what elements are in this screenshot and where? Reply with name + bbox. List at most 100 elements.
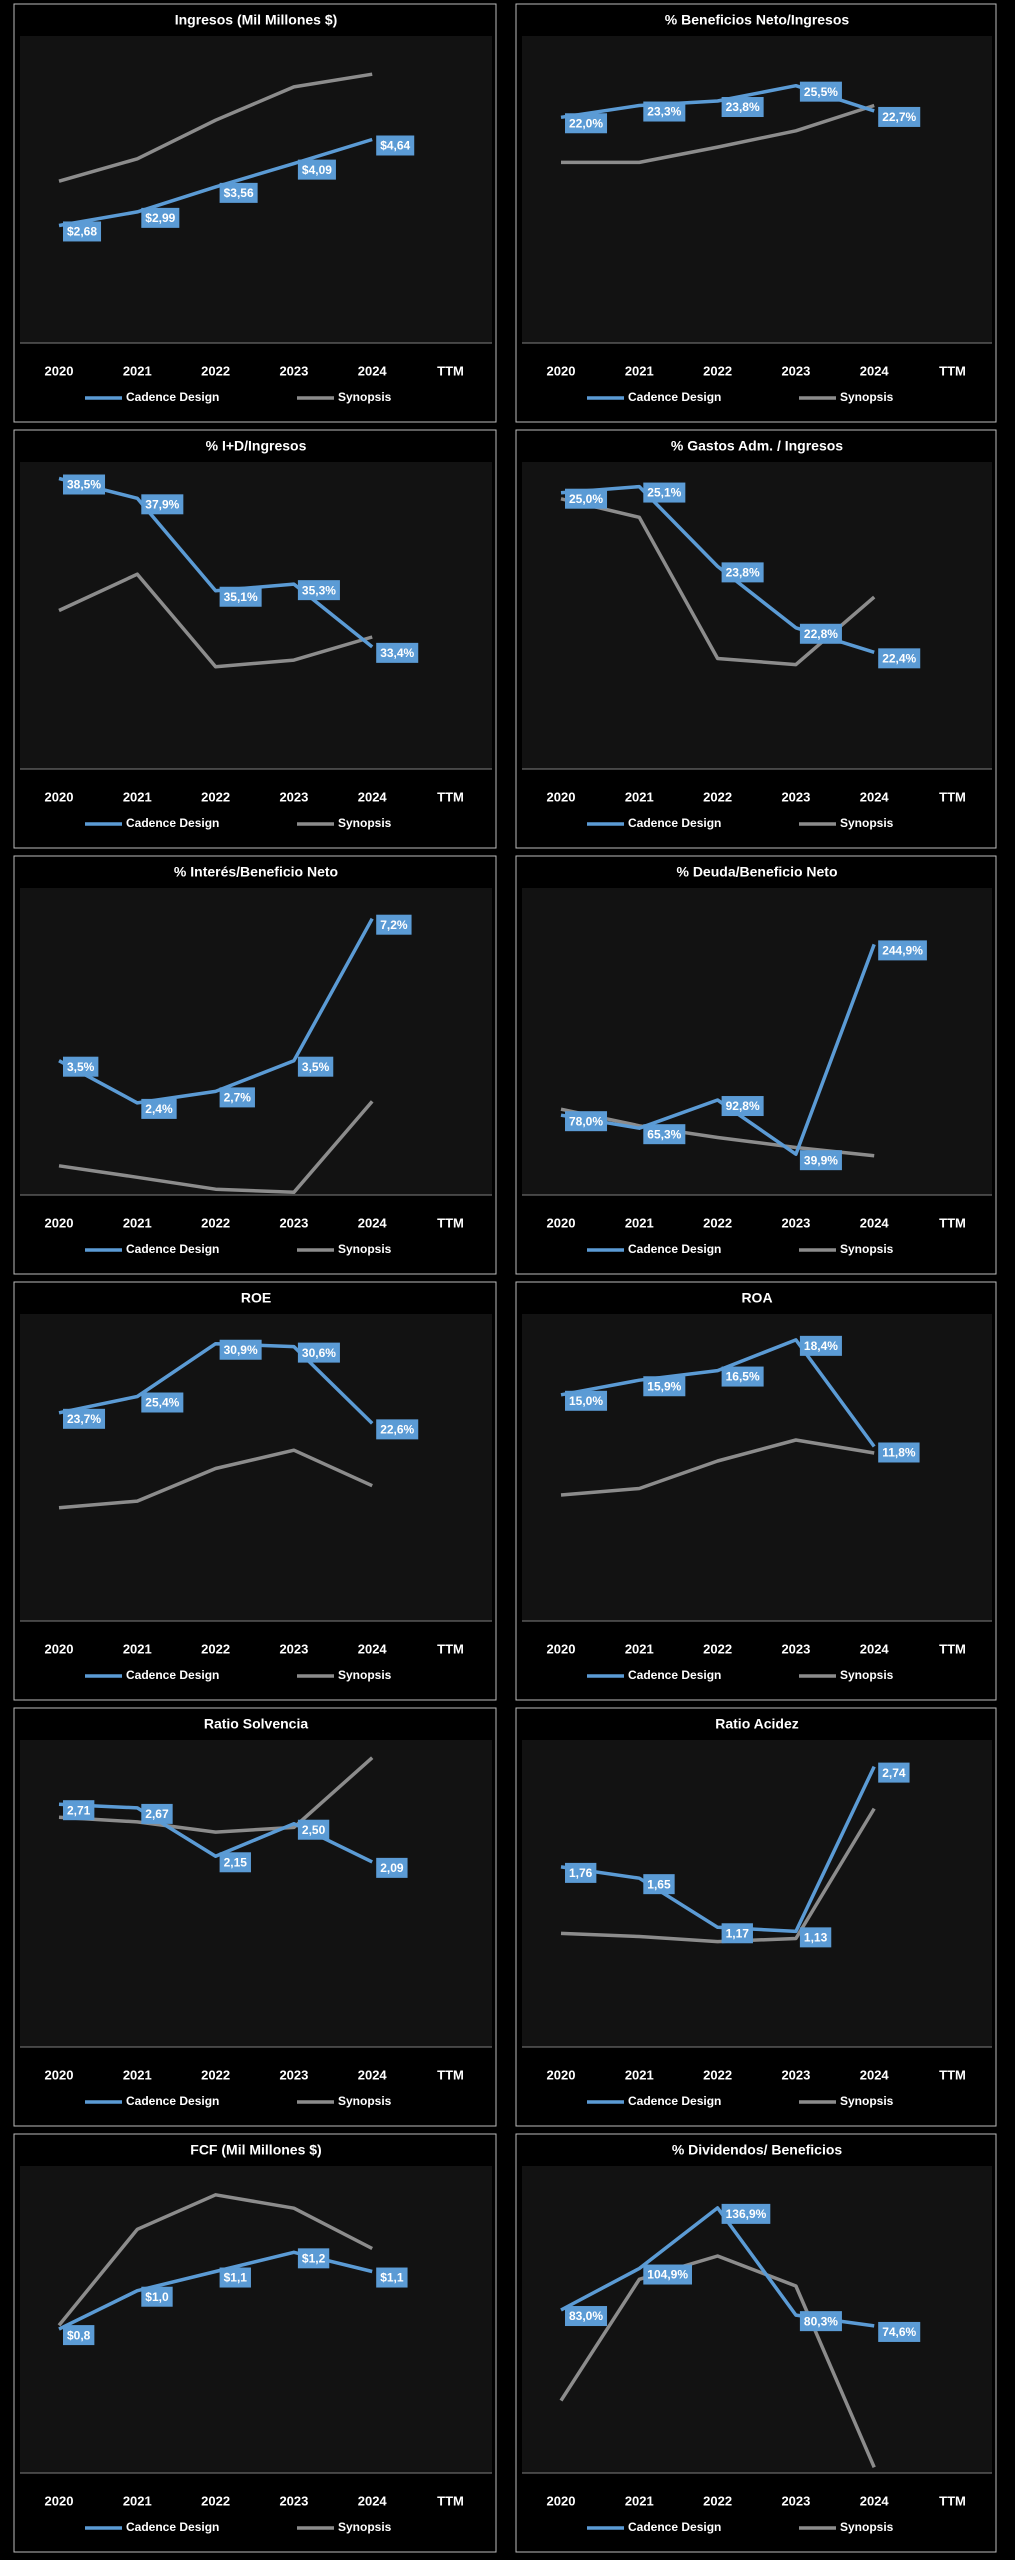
data-label-box: [721, 1096, 764, 1117]
data-label-text: 83,0%: [569, 2309, 603, 2323]
data-label-text: 3,5%: [302, 1060, 330, 1074]
x-tick-label: TTM: [437, 2067, 464, 2082]
data-label-box: [565, 1390, 608, 1411]
x-tick-label: 2022: [703, 2067, 732, 2082]
x-tick-label: 2020: [547, 363, 576, 378]
x-tick-label: TTM: [939, 2067, 966, 2082]
data-label: 65,3%: [643, 1124, 686, 1145]
data-label-text: 33,4%: [380, 646, 414, 660]
x-tick-label: 2024: [860, 789, 890, 804]
data-label: $0,8: [63, 2325, 95, 2346]
data-label-text: 22,7%: [882, 110, 916, 124]
data-label-text: 78,0%: [569, 1114, 603, 1128]
legend-label: Synopsis: [840, 1242, 894, 1256]
data-label-box: [141, 1098, 177, 1119]
data-label: 2,4%: [141, 1098, 177, 1119]
x-tick-label: 2021: [123, 2493, 152, 2508]
data-label-text: 11,8%: [882, 1446, 916, 1460]
data-label: 33,4%: [376, 642, 419, 663]
data-label-box: [721, 2203, 771, 2224]
x-tick-label: TTM: [437, 2493, 464, 2508]
data-label-text: 25,1%: [647, 486, 681, 500]
data-label-box: [878, 2321, 921, 2342]
data-label-text: 7,2%: [380, 918, 408, 932]
data-label: 16,5%: [721, 1366, 764, 1387]
legend-label: Synopsis: [338, 816, 392, 830]
data-label-box: [721, 1923, 753, 1944]
data-label-text: 244,9%: [882, 944, 923, 958]
data-label-box: [643, 482, 686, 503]
data-label-text: 74,6%: [882, 2325, 916, 2339]
x-tick-label: 2023: [781, 1641, 810, 1656]
data-label-box: [63, 1408, 106, 1429]
plot-area: [20, 462, 492, 769]
data-label-box: [297, 1056, 334, 1077]
data-label-text: 38,5%: [67, 478, 101, 492]
data-label: $1,1: [219, 2267, 251, 2288]
x-tick-label: 2020: [45, 363, 74, 378]
x-tick-label: TTM: [939, 2493, 966, 2508]
data-label-box: [376, 1419, 419, 1440]
data-label: $4,09: [297, 159, 336, 180]
data-label: 2,67: [141, 1803, 173, 1824]
x-tick-label: 2020: [45, 1641, 74, 1656]
data-label: 3,5%: [63, 1056, 99, 1077]
data-label: 23,8%: [721, 562, 764, 583]
x-tick-label: 2022: [703, 789, 732, 804]
legend-label: Synopsis: [840, 390, 894, 404]
data-label-box: [799, 81, 842, 102]
x-tick-label: 2024: [358, 789, 388, 804]
data-label-text: 3,5%: [67, 1060, 95, 1074]
data-label-text: $2,68: [67, 225, 97, 239]
data-label: 15,0%: [565, 1390, 608, 1411]
data-label-text: $1,1: [224, 2271, 248, 2285]
x-tick-label: 2022: [703, 363, 732, 378]
chart-title: % Deuda/Beneficio Neto: [676, 864, 837, 880]
data-label-text: 35,1%: [224, 590, 258, 604]
data-label: 22,0%: [565, 113, 608, 134]
data-label-box: [878, 106, 921, 127]
plot-area: [20, 1740, 492, 2047]
x-tick-label: 2021: [123, 363, 152, 378]
data-label-box: [297, 580, 340, 601]
chart-title: ROA: [741, 1290, 772, 1306]
data-label: $2,68: [63, 221, 102, 242]
legend-label: Synopsis: [840, 816, 894, 830]
data-label: 74,6%: [878, 2321, 921, 2342]
data-label: $1,2: [297, 2248, 330, 2269]
data-label: 39,9%: [799, 1150, 842, 1171]
x-tick-label: 2022: [201, 2067, 230, 2082]
legend-label: Synopsis: [840, 2094, 894, 2108]
legend-label: Cadence Design: [126, 390, 219, 404]
data-label-text: 16,5%: [726, 1370, 760, 1384]
x-tick-label: 2021: [625, 2067, 654, 2082]
data-label: 2,71: [63, 1800, 95, 1821]
data-label: 2,50: [297, 1819, 330, 1840]
legend-label: Cadence Design: [628, 2094, 721, 2108]
data-label-text: 136,9%: [726, 2207, 767, 2221]
chart-title: Ratio Acidez: [715, 1716, 799, 1732]
data-label-text: 2,74: [882, 1766, 906, 1780]
legend-label: Cadence Design: [126, 1668, 219, 1682]
x-tick-label: 2021: [625, 363, 654, 378]
plot-area: [20, 2166, 492, 2473]
x-tick-label: 2024: [358, 363, 388, 378]
data-label-box: [643, 1124, 686, 1145]
data-label-box: [376, 914, 412, 935]
data-label-text: 23,8%: [726, 566, 760, 580]
data-label-text: 15,0%: [569, 1394, 603, 1408]
x-tick-label: 2023: [279, 2067, 308, 2082]
data-label-box: [141, 1803, 173, 1824]
x-tick-label: TTM: [437, 789, 464, 804]
chart-title: % I+D/Ingresos: [206, 438, 307, 454]
data-label: 35,1%: [219, 586, 262, 607]
data-label: 80,3%: [799, 2311, 842, 2332]
series-line: [58, 1341, 374, 1425]
series-line: [560, 1765, 876, 1934]
x-tick-label: 2020: [547, 789, 576, 804]
legend-label: Cadence Design: [628, 2520, 721, 2534]
legend-label: Synopsis: [338, 1242, 392, 1256]
x-tick-label: 2022: [703, 1641, 732, 1656]
data-label: 2,74: [878, 1762, 910, 1783]
